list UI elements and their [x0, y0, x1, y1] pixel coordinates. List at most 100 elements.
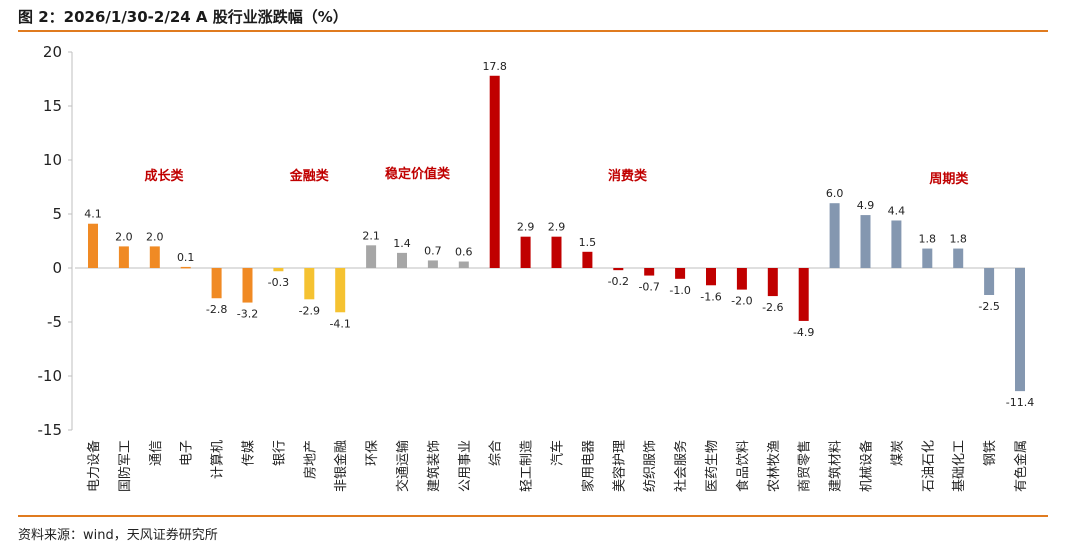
value-label: -3.2: [237, 308, 258, 321]
value-label: 0.7: [424, 244, 442, 257]
bar-28: [922, 248, 933, 268]
category-label: 交通运输: [395, 440, 411, 492]
category-label: 建筑装饰: [426, 440, 442, 492]
value-label: -4.9: [793, 326, 814, 339]
y-tick-label: 10: [43, 151, 62, 169]
value-label: -0.7: [638, 281, 659, 294]
category-label: 汽车: [550, 440, 566, 466]
category-label: 环保: [365, 440, 380, 466]
value-label: 0.1: [177, 251, 195, 264]
bar-11: [397, 252, 407, 268]
bar-10: [366, 245, 377, 268]
value-label: 2.1: [362, 229, 380, 242]
bar-9: [335, 268, 346, 313]
category-label: 电子: [180, 440, 195, 466]
category-label: 纺织服饰: [643, 440, 658, 492]
value-label: 17.8: [482, 60, 507, 73]
value-label: 2.0: [146, 230, 164, 243]
category-label: 煤炭: [890, 440, 905, 466]
top-rule: [18, 30, 1048, 32]
y-tick-label: 20: [43, 43, 62, 61]
bar-26: [860, 215, 871, 268]
bar-31: [1015, 268, 1025, 392]
group-label: 成长类: [145, 168, 185, 184]
category-label: 通信: [149, 440, 164, 466]
source-note: 资料来源：wind，天风证券研究所: [18, 528, 218, 543]
bar-1: [88, 223, 98, 268]
value-label: -2.6: [762, 301, 783, 314]
bar-17: [582, 251, 593, 268]
value-label: -2.8: [206, 303, 227, 316]
group-label: 稳定价值类: [385, 166, 451, 182]
bar-14: [489, 75, 500, 268]
bar-19: [644, 268, 655, 276]
bar-30: [984, 268, 995, 295]
category-label: 钢铁: [983, 440, 998, 466]
bar-3: [149, 246, 160, 268]
bar-4: [180, 266, 191, 269]
value-label: 1.8: [919, 233, 937, 246]
category-label: 传媒: [242, 440, 257, 466]
category-label: 食品饮料: [735, 440, 751, 492]
value-label: -0.2: [608, 275, 629, 288]
value-label: -1.6: [700, 290, 721, 303]
figure-title: 图 2：2026/1/30-2/24 A 股行业涨跌幅（%）: [18, 8, 348, 26]
value-label: -2.9: [299, 304, 320, 317]
category-label: 计算机: [211, 440, 226, 479]
y-tick-label: -5: [47, 313, 62, 331]
bar-21: [706, 268, 716, 286]
category-label: 美容护理: [611, 440, 627, 492]
value-label: -11.4: [1006, 396, 1034, 409]
category-label: 国防军工: [117, 440, 133, 492]
category-label: 石油石化: [921, 440, 936, 492]
category-label: 医药生物: [705, 440, 720, 492]
bar-29: [953, 248, 964, 268]
group-label: 周期类: [929, 171, 969, 187]
category-label: 社会服务: [673, 440, 689, 492]
value-label: 2.9: [548, 221, 566, 234]
category-label: 农林牧渔: [767, 440, 782, 492]
category-label: 非银金融: [333, 440, 349, 492]
value-label: -2.5: [978, 300, 999, 313]
y-tick-label: -15: [38, 421, 63, 439]
bar-8: [304, 268, 315, 300]
group-label: 消费类: [608, 168, 648, 184]
value-label: 1.4: [393, 237, 411, 250]
bar-18: [613, 268, 624, 271]
bar-23: [767, 268, 778, 297]
category-label: 轻工制造: [520, 440, 535, 492]
y-tick-label: 15: [43, 97, 62, 115]
category-label: 综合: [489, 440, 504, 466]
bar-16: [551, 236, 562, 268]
value-label: -0.3: [268, 276, 289, 289]
bottom-rule: [18, 515, 1048, 517]
category-label: 家用电器: [580, 440, 596, 492]
value-label: -1.0: [669, 284, 690, 297]
value-label: 4.1: [84, 208, 102, 221]
value-label: 1.5: [579, 236, 597, 249]
bar-27: [891, 220, 902, 268]
bar-2: [118, 246, 129, 268]
category-label: 建筑材料: [828, 440, 844, 492]
value-label: 1.8: [949, 233, 967, 246]
category-label: 机械设备: [859, 440, 875, 492]
category-label: 房地产: [302, 440, 318, 479]
value-label: 6.0: [826, 187, 844, 200]
category-label: 电力设备: [86, 440, 102, 492]
value-label: -4.1: [329, 317, 350, 330]
bar-20: [675, 268, 686, 279]
bar-15: [520, 236, 531, 268]
y-tick-label: 0: [52, 259, 62, 277]
bar-12: [427, 260, 438, 268]
category-label: 公用事业: [458, 440, 473, 492]
value-label: 4.9: [857, 199, 875, 212]
bar-5: [211, 268, 222, 299]
bar-25: [829, 203, 840, 268]
bar-13: [458, 261, 469, 268]
y-tick-label: -10: [38, 367, 63, 385]
bar-24: [798, 268, 809, 321]
bar-7: [273, 268, 284, 272]
value-label: 2.0: [115, 230, 133, 243]
category-label: 银行: [272, 440, 287, 466]
